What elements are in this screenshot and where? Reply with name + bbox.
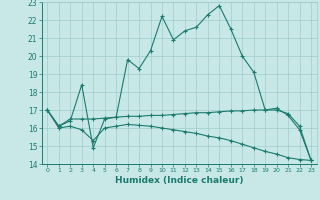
X-axis label: Humidex (Indice chaleur): Humidex (Indice chaleur) (115, 176, 244, 185)
